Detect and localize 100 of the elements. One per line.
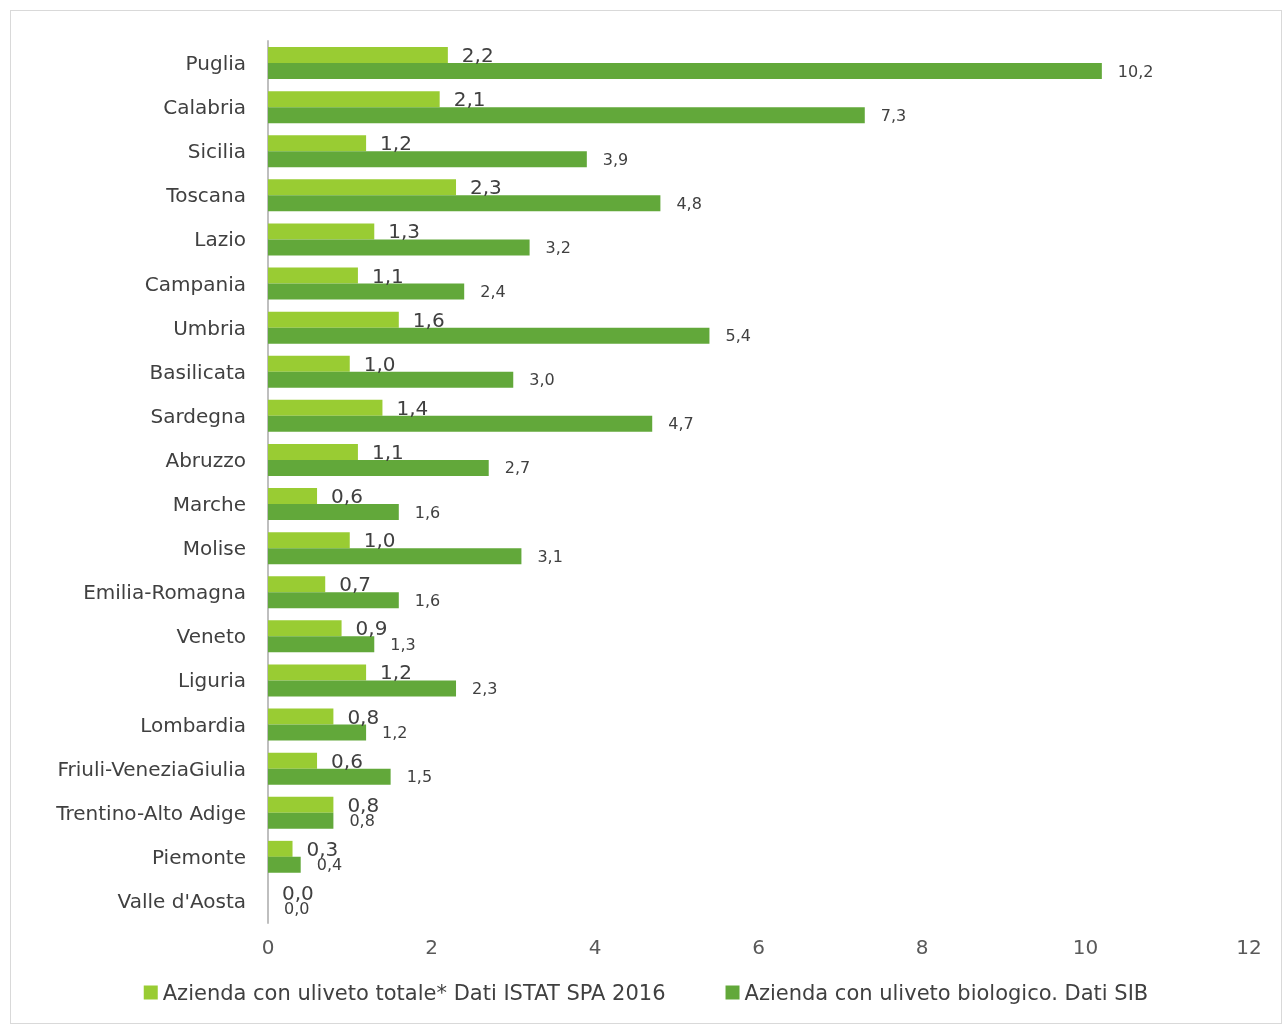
data-label: 3,1: [537, 546, 563, 566]
y-tick-label: Toscana: [165, 183, 246, 208]
data-label: 1,2: [382, 723, 408, 743]
data-label: 2,1: [453, 87, 486, 112]
bar: [268, 532, 350, 549]
y-tick-label: Sardegna: [150, 403, 246, 428]
bar: [268, 840, 293, 857]
y-tick-label: Lazio: [194, 227, 246, 252]
legend-label: Azienda con uliveto biologico. Dati SIB: [744, 980, 1149, 1005]
bar: [268, 752, 318, 769]
y-tick-label: Friuli-VeneziaGiulia: [57, 756, 246, 781]
data-label: 3,0: [529, 370, 555, 390]
x-tick-label: 0: [261, 935, 275, 959]
x-tick-label: 6: [752, 935, 765, 959]
bar: [268, 239, 530, 256]
bar: [268, 327, 710, 344]
bar: [268, 135, 367, 152]
data-label: 2,3: [470, 175, 502, 200]
y-tick-label: Veneto: [176, 624, 246, 649]
y-tick-label: Lombardia: [140, 712, 246, 737]
data-label: 4,8: [676, 193, 702, 213]
bar: [268, 576, 326, 593]
data-label: 1,4: [396, 395, 429, 420]
y-tick-label: Puglia: [185, 51, 246, 76]
x-tick-label: 8: [915, 935, 929, 959]
bar: [268, 399, 383, 416]
bar: [268, 856, 301, 873]
bar: [268, 107, 865, 124]
data-label: 1,6: [414, 590, 441, 610]
bar: [268, 47, 448, 64]
bar: [268, 91, 440, 108]
bar: [268, 311, 399, 328]
y-tick-label: Liguria: [177, 668, 246, 693]
bar: [268, 796, 334, 813]
data-label: 0,8: [347, 704, 380, 729]
data-label: 2,3: [472, 678, 498, 698]
bar: [268, 664, 367, 681]
bar: [268, 680, 457, 697]
y-tick-label: Umbria: [173, 315, 246, 340]
y-tick-label: Calabria: [163, 95, 246, 120]
bar: [268, 283, 465, 300]
bar: [268, 179, 457, 196]
bar: [268, 63, 1102, 80]
data-label: 1,3: [390, 634, 416, 654]
data-label: 1,0: [363, 528, 396, 553]
data-label: 3,2: [545, 237, 572, 257]
bar: [268, 488, 318, 505]
data-label: 4,7: [668, 414, 694, 434]
data-label: 1,2: [380, 131, 412, 156]
data-label: 10,2: [1117, 61, 1154, 81]
bar: [268, 620, 342, 637]
bar: [268, 443, 358, 460]
bar: [268, 708, 334, 725]
bar: [268, 223, 375, 240]
data-label: 5,4: [725, 326, 751, 346]
data-label: 1,6: [412, 307, 445, 332]
data-label: 2,2: [461, 43, 494, 68]
legend-label: Azienda con uliveto totale* Dati ISTAT SPA 2016: [162, 980, 666, 1005]
bar: [268, 592, 399, 609]
bar: [268, 195, 661, 212]
bar: [268, 355, 350, 372]
bar: [268, 504, 399, 521]
data-label: 2,7: [504, 458, 531, 478]
data-label: 3,9: [602, 149, 629, 169]
y-tick-label: Molise: [182, 536, 246, 561]
bar: [268, 371, 514, 388]
bar: [268, 724, 367, 741]
data-label: 1,3: [388, 219, 421, 244]
bar: [268, 415, 653, 432]
y-tick-label: Basilicata: [149, 359, 246, 384]
bar: [268, 267, 358, 284]
y-tick-label: Abruzzo: [165, 447, 246, 472]
data-label: 1,1: [371, 263, 404, 288]
bar: [268, 768, 391, 785]
y-tick-label: Piemonte: [151, 844, 246, 869]
data-label: 1,1: [371, 439, 404, 464]
bar: [268, 151, 587, 168]
x-tick-label: 10: [1072, 935, 1099, 959]
data-label: 1,2: [380, 660, 412, 685]
bar: [268, 812, 334, 829]
data-label: 0,6: [331, 748, 363, 773]
data-label: 0,7: [339, 572, 372, 597]
data-label: 7,3: [880, 105, 907, 125]
x-tick-label: 12: [1236, 935, 1262, 959]
bar: [268, 548, 522, 565]
y-tick-label: Sicilia: [187, 139, 246, 164]
data-label: 1,0: [363, 351, 396, 376]
x-tick-label: 2: [425, 935, 438, 959]
bar: [268, 636, 375, 653]
data-label: 0,6: [331, 484, 363, 509]
y-tick-label: Emilia-Romagna: [83, 580, 246, 605]
x-tick-label: 4: [588, 935, 602, 959]
y-tick-label: Campania: [144, 271, 246, 296]
data-label: 1,5: [406, 767, 433, 787]
data-label: 1,6: [414, 502, 441, 522]
data-label: 2,4: [480, 282, 506, 302]
data-label: 0,9: [355, 616, 388, 641]
bar: [268, 459, 489, 476]
y-tick-label: Trentino-Alto Adige: [55, 800, 246, 825]
y-tick-label: Valle d'Aosta: [117, 888, 246, 913]
